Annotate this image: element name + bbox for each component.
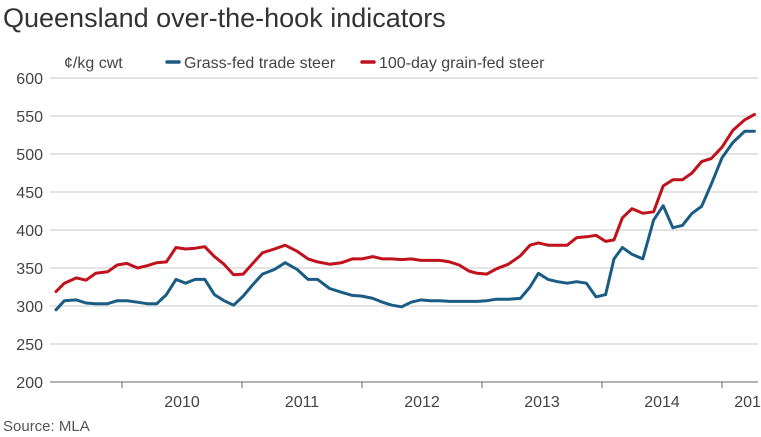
legend-label-1: Grass-fed trade steer: [184, 55, 336, 72]
y-tick-label-250: 250: [16, 337, 43, 354]
x-tick-label-2015: 2015: [734, 394, 761, 411]
series-line-2: [54, 113, 756, 294]
series-line-1: [54, 129, 756, 312]
unit-label: ¢/kg cwt: [64, 55, 123, 72]
y-tick-label-450: 450: [16, 185, 43, 202]
y-axis-ticks: 200 250 300 350 400 450 500 550 600: [16, 71, 43, 392]
y-tick-label-300: 300: [16, 299, 43, 316]
y-tick-label-350: 350: [16, 261, 43, 278]
y-tick-label-550: 550: [16, 109, 43, 126]
series-lines: [54, 113, 756, 312]
x-tick-label-2014: 2014: [644, 394, 680, 411]
y-tick-label-500: 500: [16, 147, 43, 164]
y-tick-label-200: 200: [16, 375, 43, 392]
legend-label-2: 100-day grain-fed steer: [379, 55, 545, 72]
x-tick-label-2011: 2011: [285, 394, 320, 411]
y-tick-label-400: 400: [16, 223, 43, 240]
x-axis-ticks: 2010 2011 2012 2013 2014 2015: [121, 382, 761, 411]
legend: Grass-fed trade steer 100-day grain-fed s…: [165, 55, 545, 72]
x-tick-label-2012: 2012: [404, 394, 440, 411]
chart-title: Queensland over-the-hook indicators: [3, 3, 446, 33]
source-note: Source: MLA: [3, 418, 90, 435]
y-tick-label-600: 600: [16, 71, 43, 88]
x-tick-label-2010: 2010: [164, 394, 200, 411]
x-tick-label-2013: 2013: [524, 394, 560, 411]
